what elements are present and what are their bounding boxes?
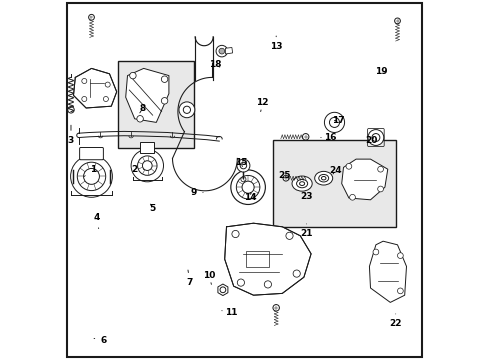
Circle shape	[264, 281, 271, 288]
Text: 7: 7	[186, 270, 193, 287]
Polygon shape	[125, 68, 168, 122]
Circle shape	[81, 78, 87, 84]
Text: 3: 3	[68, 125, 74, 145]
Circle shape	[377, 186, 383, 192]
Circle shape	[129, 72, 136, 79]
FancyBboxPatch shape	[80, 148, 103, 160]
Circle shape	[68, 107, 74, 113]
Circle shape	[283, 175, 288, 181]
Circle shape	[285, 232, 292, 239]
Circle shape	[231, 230, 239, 238]
Ellipse shape	[318, 175, 328, 182]
Circle shape	[397, 288, 403, 294]
Circle shape	[77, 162, 105, 190]
FancyBboxPatch shape	[273, 140, 395, 227]
Circle shape	[219, 48, 224, 54]
Circle shape	[142, 161, 152, 171]
Text: 15: 15	[234, 158, 246, 167]
Text: 10: 10	[203, 271, 215, 284]
Circle shape	[220, 287, 225, 293]
Circle shape	[242, 181, 254, 193]
Polygon shape	[225, 48, 232, 54]
Circle shape	[237, 159, 249, 172]
Circle shape	[349, 194, 355, 200]
Circle shape	[70, 156, 112, 197]
Circle shape	[397, 253, 403, 258]
Text: 23: 23	[300, 192, 312, 201]
Text: 12: 12	[256, 98, 268, 112]
Circle shape	[161, 76, 167, 82]
Text: 17: 17	[332, 116, 345, 125]
Ellipse shape	[314, 171, 332, 185]
Ellipse shape	[291, 176, 311, 191]
FancyBboxPatch shape	[118, 61, 194, 148]
Polygon shape	[368, 241, 406, 302]
Circle shape	[103, 96, 108, 102]
Text: 5: 5	[149, 204, 156, 213]
Circle shape	[346, 163, 351, 169]
Circle shape	[367, 130, 383, 145]
Circle shape	[302, 134, 308, 140]
FancyBboxPatch shape	[245, 251, 268, 267]
Circle shape	[131, 149, 163, 182]
Circle shape	[216, 45, 227, 57]
Circle shape	[88, 14, 94, 20]
Polygon shape	[224, 223, 310, 295]
Text: 13: 13	[269, 36, 282, 51]
Text: 11: 11	[222, 308, 237, 317]
Text: 25: 25	[277, 171, 290, 180]
Circle shape	[137, 116, 143, 122]
FancyBboxPatch shape	[140, 142, 154, 153]
Text: 18: 18	[209, 60, 222, 69]
Circle shape	[179, 102, 194, 118]
Circle shape	[137, 156, 157, 175]
Circle shape	[241, 177, 245, 182]
Circle shape	[83, 168, 99, 184]
Circle shape	[237, 279, 244, 286]
Circle shape	[161, 98, 167, 104]
Circle shape	[377, 166, 383, 172]
Circle shape	[230, 170, 265, 204]
Circle shape	[292, 270, 300, 277]
Text: 6: 6	[94, 336, 106, 345]
Text: 21: 21	[300, 224, 312, 239]
Polygon shape	[218, 284, 227, 296]
Circle shape	[394, 18, 400, 24]
Polygon shape	[341, 159, 387, 200]
Text: 19: 19	[374, 68, 387, 77]
Polygon shape	[73, 68, 117, 108]
Circle shape	[372, 249, 378, 255]
Circle shape	[236, 175, 259, 199]
Circle shape	[272, 305, 279, 311]
Text: 16: 16	[320, 133, 336, 142]
Text: 2: 2	[131, 165, 143, 174]
Text: 20: 20	[364, 136, 377, 145]
Ellipse shape	[296, 179, 307, 188]
Text: 8: 8	[140, 104, 146, 113]
Text: 1: 1	[84, 165, 96, 176]
Text: 22: 22	[388, 314, 401, 328]
Text: 24: 24	[328, 166, 341, 175]
Text: 9: 9	[190, 188, 203, 197]
Text: 14: 14	[244, 193, 256, 202]
Text: 4: 4	[94, 213, 100, 229]
Circle shape	[324, 112, 344, 132]
Circle shape	[81, 96, 87, 102]
Circle shape	[105, 82, 110, 87]
